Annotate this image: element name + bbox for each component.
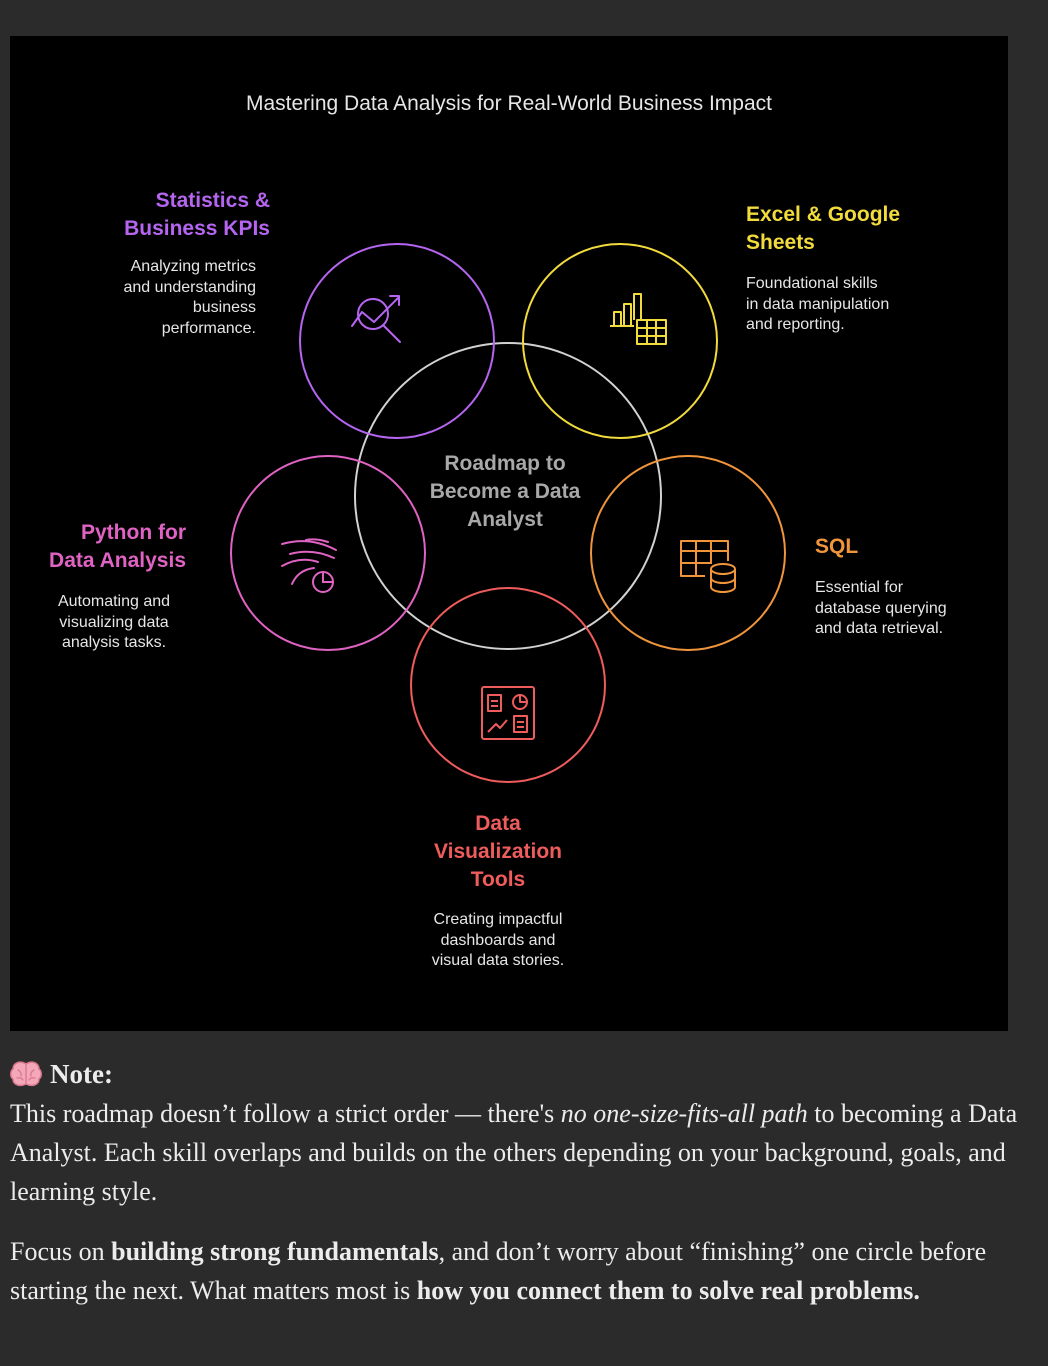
- dataviz-description: Creating impactful dashboards and visual…: [431, 911, 565, 969]
- python-title: Python for Data Analysis: [49, 521, 186, 572]
- sql-description: Essential for database querying and data…: [815, 579, 947, 637]
- note-heading: Note:: [10, 1054, 1042, 1094]
- note-p2-text-a: Focus on: [10, 1237, 112, 1266]
- diagram-canvas: [230, 243, 786, 783]
- excel-title: Excel & Google Sheets: [746, 203, 901, 254]
- note-heading-text: Note:: [50, 1059, 113, 1089]
- wind-chart-icon: [281, 538, 337, 593]
- note-paragraph-2: Focus on building strong fundamentals, a…: [10, 1232, 1042, 1310]
- center-circle: [354, 342, 662, 650]
- statistics-circle: [299, 243, 495, 439]
- bar-chart-table-icon: [610, 293, 667, 345]
- sql-circle: [590, 455, 786, 651]
- brain-icon: [10, 1061, 42, 1087]
- note-p1-emphasis: no one-size-fits-all path: [560, 1099, 808, 1128]
- note-paragraph-1: This roadmap doesn’t follow a strict ord…: [10, 1094, 1042, 1211]
- excel-circle: [522, 243, 718, 439]
- note-p1-text-c: to becoming a Data Analyst. Each skill o…: [10, 1099, 1018, 1206]
- excel-description: Foundational skills in data manipulation…: [746, 275, 890, 333]
- dataviz-title: Data Visualization Tools: [434, 812, 562, 891]
- python-circle: [230, 455, 426, 651]
- dataviz-circle: [410, 587, 606, 783]
- note-p2-text-c: , and don’t worry about “finishing” one …: [10, 1237, 987, 1305]
- chart-search-icon: [351, 295, 401, 343]
- roadmap-diagram: Mastering Data Analysis for Real-World B…: [10, 36, 1008, 1031]
- note-p2-bold-2: how you connect them to solve real probl…: [416, 1276, 920, 1305]
- diagram-title: Mastering Data Analysis for Real-World B…: [246, 92, 772, 115]
- note-p1-text-a: This roadmap doesn’t follow a strict ord…: [10, 1099, 561, 1128]
- center-label: Roadmap to Become a Data Analyst: [429, 452, 581, 531]
- statistics-title: Statistics & Business KPIs: [124, 189, 270, 240]
- note-section: Note: This roadmap doesn’t follow a stri…: [10, 1054, 1042, 1310]
- statistics-description: Analyzing metrics and understanding busi…: [123, 258, 256, 337]
- note-p2-bold-1: building strong fundamentals: [111, 1237, 439, 1266]
- table-database-icon: [680, 540, 736, 593]
- sql-title: SQL: [815, 535, 859, 558]
- dashboard-icon: [481, 686, 535, 740]
- python-description: Automating and visualizing data analysis…: [57, 593, 171, 651]
